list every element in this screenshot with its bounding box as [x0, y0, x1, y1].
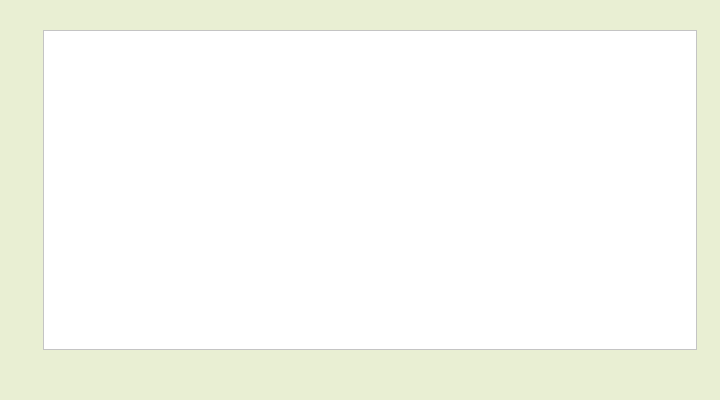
plot-canvas — [43, 30, 697, 350]
plot-area — [43, 30, 697, 350]
